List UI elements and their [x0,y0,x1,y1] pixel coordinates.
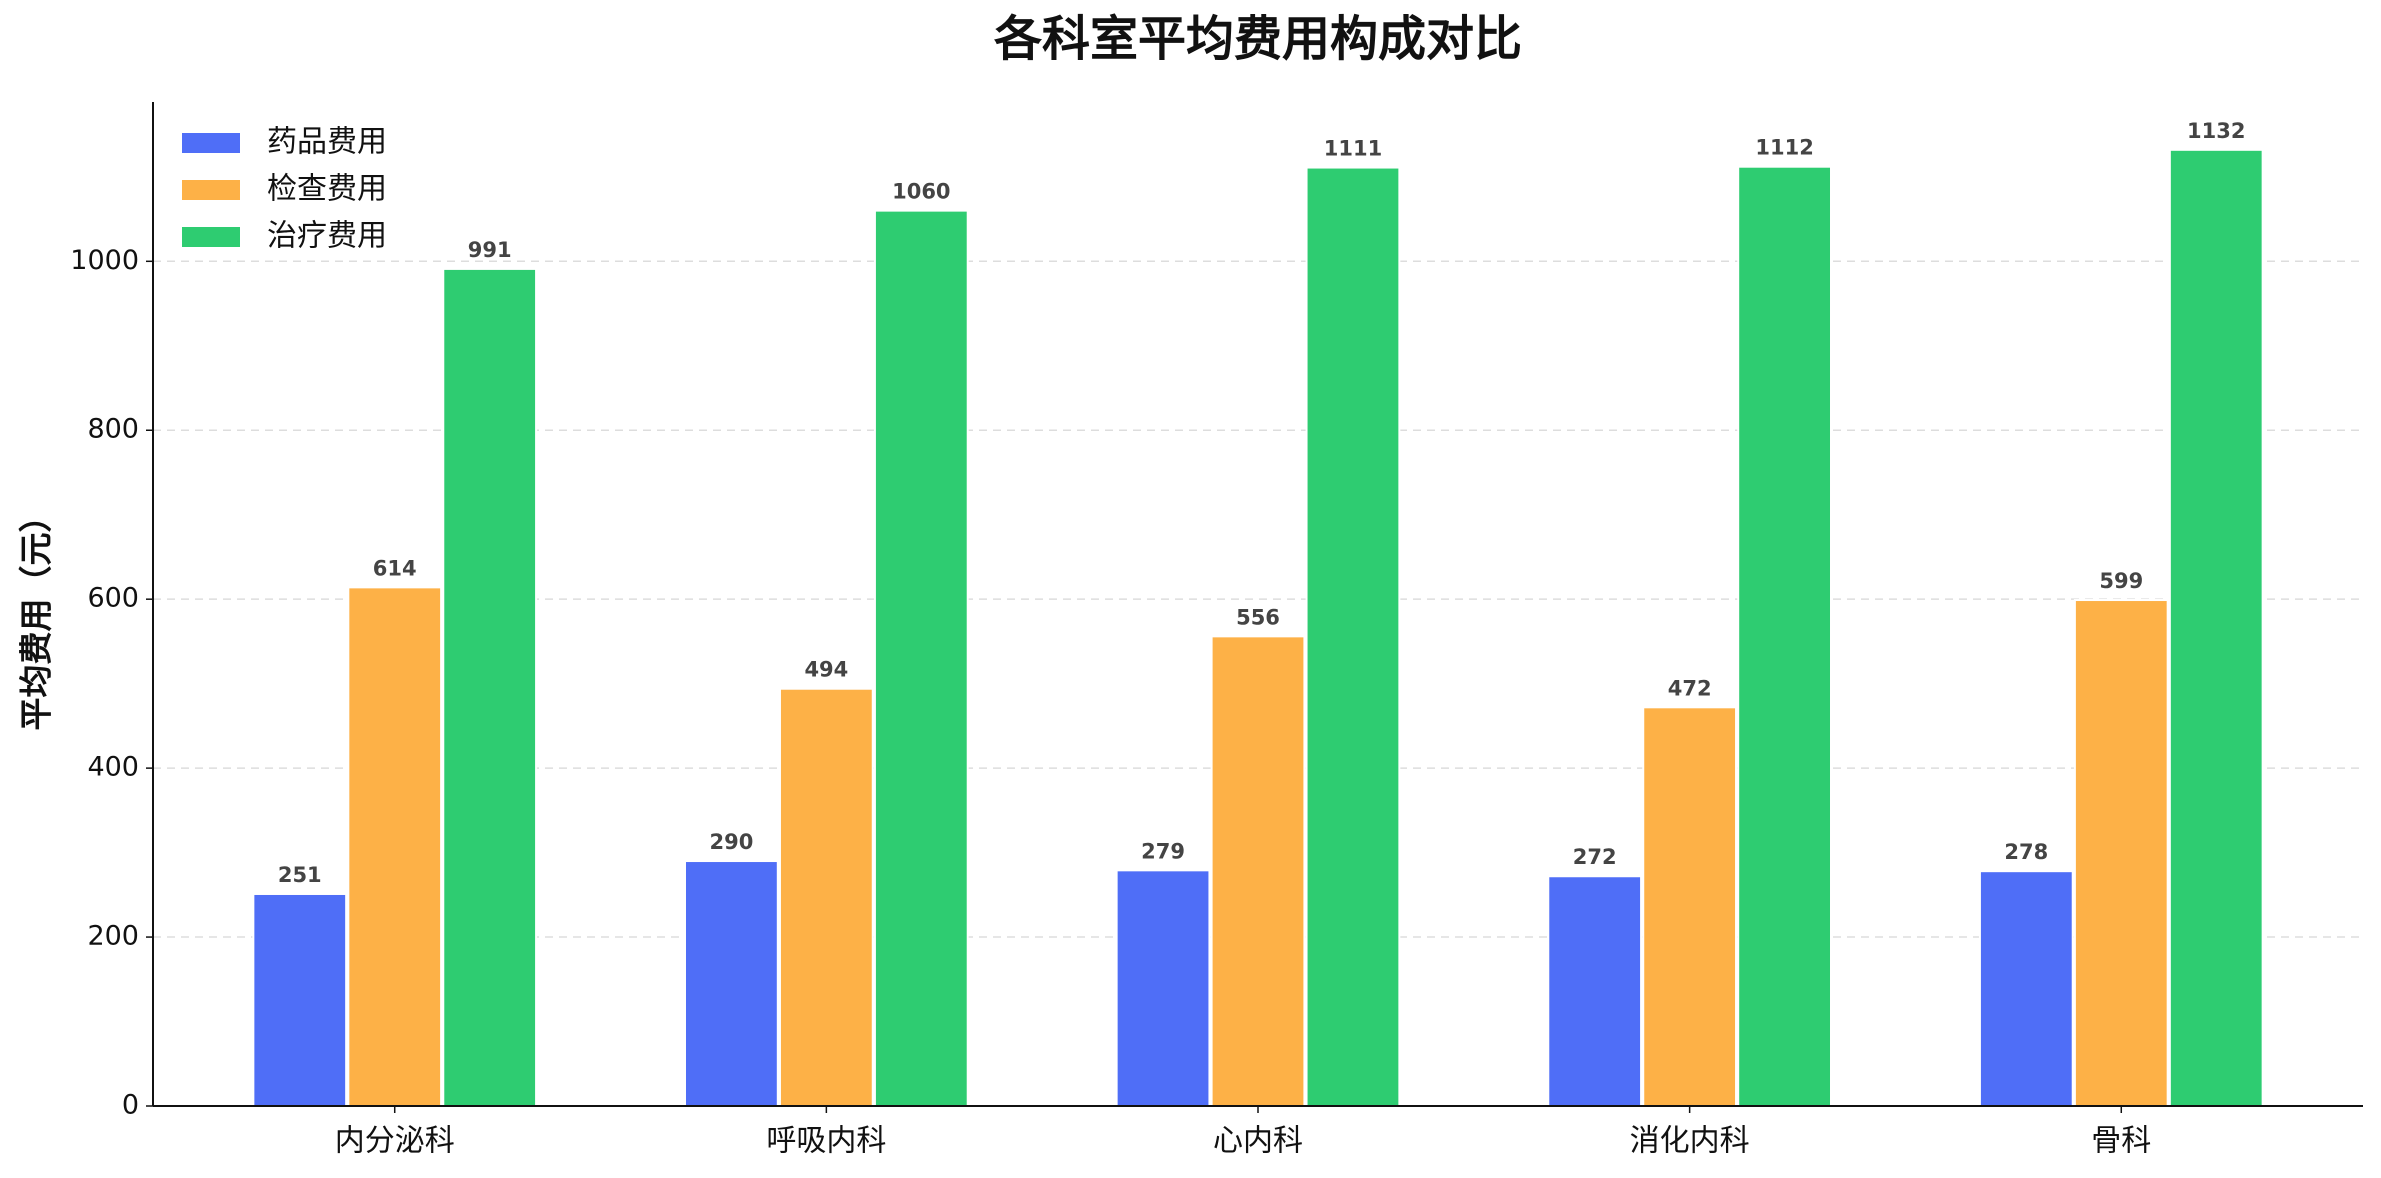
value-label: 556 [1236,605,1280,629]
value-label: 290 [709,830,753,854]
bar [442,267,538,1107]
bar [1737,165,1833,1107]
bar [1642,706,1738,1107]
bar [873,209,969,1107]
bar [1115,869,1211,1107]
y-tick-label: 1000 [70,245,139,276]
bar [1305,166,1401,1107]
bar [2168,148,2264,1108]
x-tick-label: 呼吸内科 [766,1124,886,1159]
y-axis-label: 平均费用（元） [17,500,56,731]
bar [683,860,779,1108]
value-label: 1060 [892,180,950,204]
value-label: 1111 [1324,137,1382,161]
value-label: 494 [804,658,848,682]
legend-swatch [182,227,240,247]
value-label: 1112 [1755,136,1813,160]
x-tick-label: 内分泌科 [335,1124,455,1159]
value-label: 279 [1141,839,1185,863]
y-tick-label: 800 [87,414,139,445]
bar [347,586,443,1107]
bar [1978,870,2074,1107]
y-tick-label: 0 [122,1090,139,1121]
value-label: 251 [278,863,322,887]
y-tick-label: 400 [87,752,139,783]
y-tick-label: 200 [87,921,139,952]
chart-title: 各科室平均费用构成对比 [994,11,1522,67]
bar [778,687,874,1107]
legend-label: 检查费用 [267,172,387,207]
value-label: 272 [1573,845,1617,869]
bar [1210,635,1306,1107]
x-tick-label: 骨科 [2091,1124,2151,1159]
legend-swatch [182,180,240,200]
legend-label: 治疗费用 [267,219,387,254]
value-label: 472 [1668,676,1712,700]
value-label: 599 [2099,569,2143,593]
x-tick-label: 心内科 [1213,1124,1303,1159]
y-tick-label: 600 [87,583,139,614]
legend-label: 药品费用 [267,125,387,160]
value-label: 614 [373,556,417,580]
bar [252,892,348,1107]
value-label: 278 [2004,840,2048,864]
bar [1547,875,1643,1107]
bar [2073,599,2169,1108]
legend-swatch [182,133,240,153]
value-label: 991 [468,238,512,262]
x-tick-label: 消化内科 [1630,1124,1750,1159]
value-label: 1132 [2187,119,2245,143]
